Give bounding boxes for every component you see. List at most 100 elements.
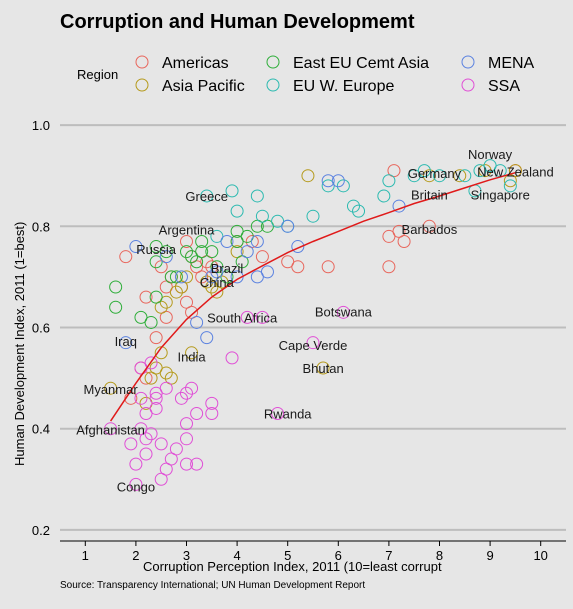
data-point: [169, 442, 183, 456]
data-point: [316, 361, 330, 375]
data-point: [169, 270, 183, 284]
data-points: [104, 159, 522, 491]
data-point: [235, 255, 249, 269]
gridlines: [60, 124, 566, 531]
data-point: [250, 219, 264, 233]
x-tick-label: 9: [486, 548, 493, 563]
data-point: [336, 179, 350, 193]
x-tick-label: 5: [284, 548, 291, 563]
point-label: Brazil: [211, 261, 244, 276]
data-point: [250, 234, 264, 248]
data-point: [144, 427, 158, 441]
data-point: [321, 179, 335, 193]
data-point: [291, 240, 305, 254]
point-label: Russia: [136, 242, 177, 257]
data-point: [200, 189, 214, 203]
y-tick-label: 0.8: [32, 219, 50, 234]
data-point: [134, 391, 148, 405]
data-point: [260, 265, 274, 279]
data-point: [190, 260, 204, 274]
data-point: [149, 240, 163, 254]
legend: Region Americas Asia Pacific East EU Cemt …: [77, 55, 535, 95]
data-point: [149, 391, 163, 405]
data-point: [230, 245, 244, 259]
data-point: [422, 169, 436, 183]
data-point: [301, 169, 315, 183]
x-tick-label: 8: [436, 548, 443, 563]
x-tick-label: 6: [335, 548, 342, 563]
data-point: [225, 184, 239, 198]
legend-item: Americas: [135, 55, 229, 72]
legend-label: Asia Pacific: [162, 78, 245, 95]
data-point: [250, 189, 264, 203]
point-annotations: Norway New Zealand Germany Britain Singapore…: [76, 147, 553, 494]
y-tick-label: 1.0: [32, 118, 50, 133]
data-point: [200, 275, 214, 289]
data-point: [180, 245, 193, 259]
data-point: [129, 240, 143, 254]
data-point: [159, 245, 173, 259]
legend-label: SSA: [488, 78, 520, 95]
data-point: [169, 285, 183, 299]
data-point: [164, 371, 178, 385]
data-point: [195, 234, 209, 248]
data-point: [119, 336, 133, 350]
x-tick-label: 3: [183, 548, 190, 563]
point-label: Greece: [185, 189, 228, 204]
data-point: [433, 169, 446, 183]
data-point: [185, 346, 199, 360]
point-label: Rwanda: [264, 407, 312, 422]
data-point: [210, 285, 224, 299]
data-point: [124, 391, 138, 405]
data-point: [306, 336, 320, 350]
data-point: [382, 229, 396, 243]
data-point: [149, 386, 163, 400]
data-point: [281, 219, 295, 233]
data-point: [134, 422, 148, 436]
data-point: [190, 407, 204, 421]
data-point: [159, 381, 173, 395]
data-point: [109, 300, 123, 314]
data-point: [149, 290, 163, 304]
data-point: [190, 457, 204, 471]
data-point: [453, 169, 467, 183]
data-point: [458, 169, 472, 183]
legend-item: East EU Cemt Asia: [266, 55, 429, 72]
legend-label: EU W. Europe: [293, 78, 394, 95]
data-point: [180, 417, 193, 431]
point-label: Iraq: [115, 334, 137, 349]
data-point: [321, 260, 335, 274]
point-label: Myanmar: [84, 382, 139, 397]
data-point: [149, 255, 163, 269]
data-point: [129, 477, 143, 491]
data-point: [144, 315, 158, 329]
data-point: [210, 265, 224, 279]
data-point: [478, 164, 492, 178]
data-point: [255, 250, 269, 264]
legend-key: [461, 78, 475, 92]
data-point: [205, 245, 219, 259]
point-label: China: [200, 275, 235, 290]
data-point: [205, 260, 219, 274]
point-label: Argentina: [159, 222, 215, 237]
legend-item: MENA: [461, 55, 535, 72]
data-point: [220, 234, 234, 248]
data-point: [230, 224, 244, 238]
data-point: [321, 174, 335, 188]
chart-title: Corruption and Human Developmemt: [60, 11, 415, 33]
x-tick-label: 4: [233, 548, 240, 563]
data-point: [205, 396, 219, 410]
data-point: [195, 270, 209, 284]
legend-item: SSA: [461, 78, 520, 95]
data-point: [149, 361, 163, 375]
point-label: Barbados: [402, 222, 458, 237]
data-point: [195, 245, 209, 259]
point-label: Cape Verde: [279, 338, 348, 353]
legend-label: East EU Cemt Asia: [293, 55, 429, 72]
data-point: [271, 407, 285, 421]
legend-item: EU W. Europe: [266, 78, 394, 95]
legend-item: Asia Pacific: [135, 78, 245, 95]
data-point: [159, 250, 173, 264]
data-point: [417, 164, 431, 178]
